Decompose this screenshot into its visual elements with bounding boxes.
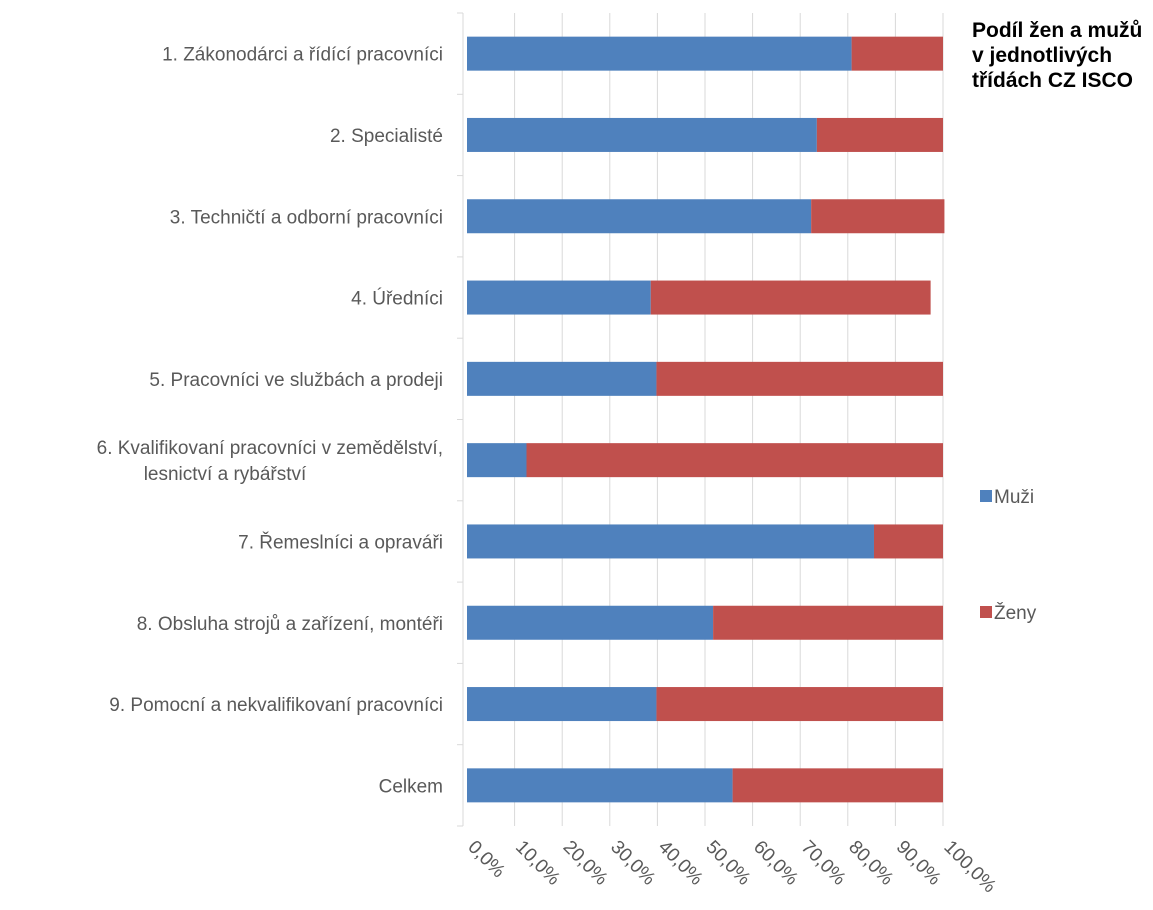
category-label: 3. Techničtí a odborní pracovníci (170, 207, 443, 228)
legend-swatch-ženy (980, 606, 992, 618)
x-tick-label: 90,0% (892, 837, 945, 890)
bar-ženy (811, 199, 945, 234)
bar-ženy (650, 280, 931, 315)
bar-ženy (656, 361, 943, 396)
category-labels: 1. Zákonodárci a řídící pracovníci 2. Spe… (97, 45, 443, 798)
x-tick-label: 80,0% (844, 837, 897, 890)
bar-muži (467, 524, 874, 559)
x-tick-label: 70,0% (797, 837, 850, 890)
category-label: 8. Obsluha strojů a zařízení, montéři (137, 614, 443, 635)
category-label: lesnictví a rybářství (144, 464, 307, 485)
x-tick-label: 30,0% (606, 837, 659, 890)
bar-muži (467, 117, 817, 152)
x-tick-label: 10,0% (511, 837, 564, 890)
x-tick-label: 50,0% (701, 837, 754, 890)
bar-muži (467, 36, 852, 71)
category-label: Celkem (379, 776, 443, 797)
legend: Muži Ženy (980, 487, 1037, 624)
category-label: 2. Specialisté (330, 126, 443, 147)
bar-ženy (656, 687, 943, 722)
x-tick-label: 0,0% (463, 837, 509, 883)
bar-muži (467, 768, 733, 803)
x-tick-label: 20,0% (559, 837, 612, 890)
category-axis (457, 12, 464, 827)
bar-ženy (873, 524, 943, 559)
bar-muži (467, 280, 651, 315)
bar-ženy (732, 768, 943, 803)
category-label: 1. Zákonodárci a řídící pracovníci (162, 45, 443, 66)
bar-muži (467, 199, 812, 234)
bar-muži (467, 605, 714, 640)
chart-title: Podíl žen a mužů v jednotlivých třídách … (972, 19, 1143, 92)
bar-muži (467, 443, 527, 478)
bar-ženy (713, 605, 943, 640)
bar-ženy (851, 36, 943, 71)
bar-ženy (816, 117, 943, 152)
bars (467, 36, 945, 803)
x-tick-label: 40,0% (654, 837, 707, 890)
bar-ženy (526, 443, 943, 478)
category-label: 9. Pomocní a nekvalifikovaní pracovníci (109, 695, 443, 716)
legend-label-muži: Muži (994, 487, 1034, 508)
legend-label-ženy: Ženy (994, 602, 1037, 624)
x-tick-label: 100,0% (939, 837, 999, 897)
bar-muži (467, 361, 657, 396)
legend-swatch-muži (980, 490, 992, 502)
category-label: 5. Pracovníci ve službách a prodeji (149, 370, 443, 391)
category-label: 4. Úředníci (351, 288, 443, 310)
category-label: 6. Kvalifikovaní pracovníci v zemědělstv… (97, 438, 443, 459)
bar-muži (467, 687, 657, 722)
x-tick-label: 60,0% (749, 837, 802, 890)
category-label: 7. Řemeslníci a opraváři (238, 531, 443, 553)
x-tick-labels: 0,0% 10,0%20,0%30,0%40,0%50,0%60,0%70,0%8… (463, 837, 999, 897)
